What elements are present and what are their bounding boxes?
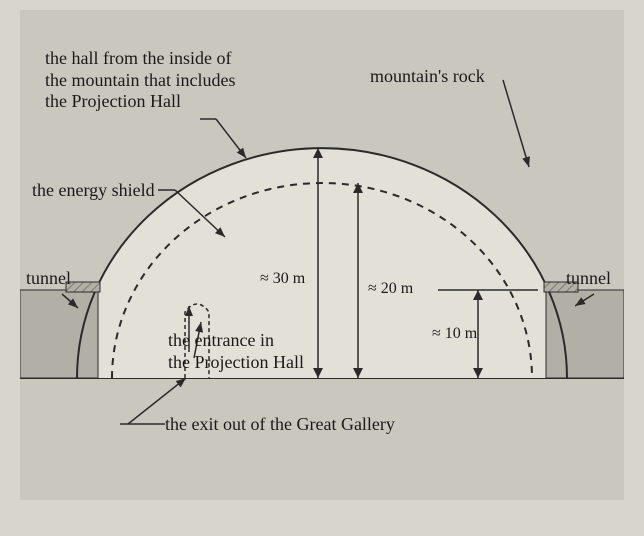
label-rock: mountain's rock (370, 66, 485, 88)
label-tunnel-right: tunnel (566, 268, 611, 290)
measure-20m: ≈ 20 m (368, 280, 413, 298)
label-tunnel-left: tunnel (26, 268, 71, 290)
diagram-root: the hall from the inside of the mountain… (0, 0, 644, 536)
label-hall: the hall from the inside of the mountain… (45, 48, 235, 113)
measure-30m: ≈ 30 m (260, 270, 305, 288)
label-exit: the exit out of the Great Gallery (165, 414, 395, 436)
label-entrance: the entrance in the Projection Hall (168, 330, 304, 373)
label-shield: the energy shield (32, 180, 155, 202)
measure-10m: ≈ 10 m (432, 325, 477, 343)
